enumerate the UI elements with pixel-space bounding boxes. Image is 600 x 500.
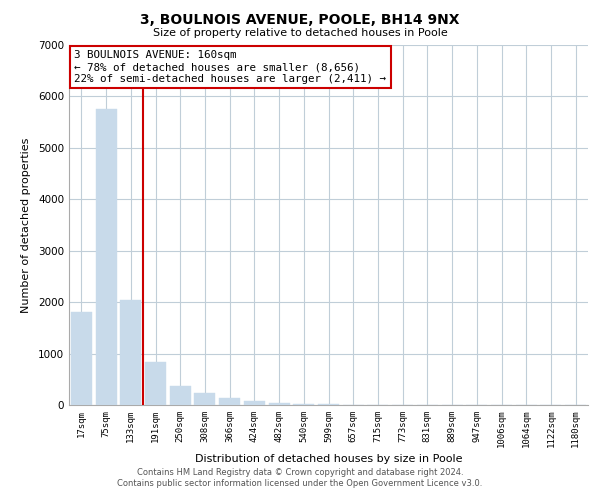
Text: Size of property relative to detached houses in Poole: Size of property relative to detached ho… bbox=[152, 28, 448, 38]
Bar bbox=[145, 362, 166, 405]
Bar bbox=[170, 386, 191, 405]
Bar bbox=[293, 404, 314, 405]
X-axis label: Distribution of detached houses by size in Poole: Distribution of detached houses by size … bbox=[195, 454, 462, 464]
Bar bbox=[318, 404, 339, 405]
Bar bbox=[219, 398, 240, 405]
Bar bbox=[120, 300, 141, 405]
Bar bbox=[244, 401, 265, 405]
Text: Contains HM Land Registry data © Crown copyright and database right 2024.
Contai: Contains HM Land Registry data © Crown c… bbox=[118, 468, 482, 487]
Bar bbox=[269, 403, 290, 405]
Bar bbox=[71, 312, 92, 405]
Text: 3, BOULNOIS AVENUE, POOLE, BH14 9NX: 3, BOULNOIS AVENUE, POOLE, BH14 9NX bbox=[140, 12, 460, 26]
Bar bbox=[95, 110, 116, 405]
Y-axis label: Number of detached properties: Number of detached properties bbox=[21, 138, 31, 312]
Text: 3 BOULNOIS AVENUE: 160sqm
← 78% of detached houses are smaller (8,656)
22% of se: 3 BOULNOIS AVENUE: 160sqm ← 78% of detac… bbox=[74, 50, 386, 84]
Bar bbox=[194, 392, 215, 405]
